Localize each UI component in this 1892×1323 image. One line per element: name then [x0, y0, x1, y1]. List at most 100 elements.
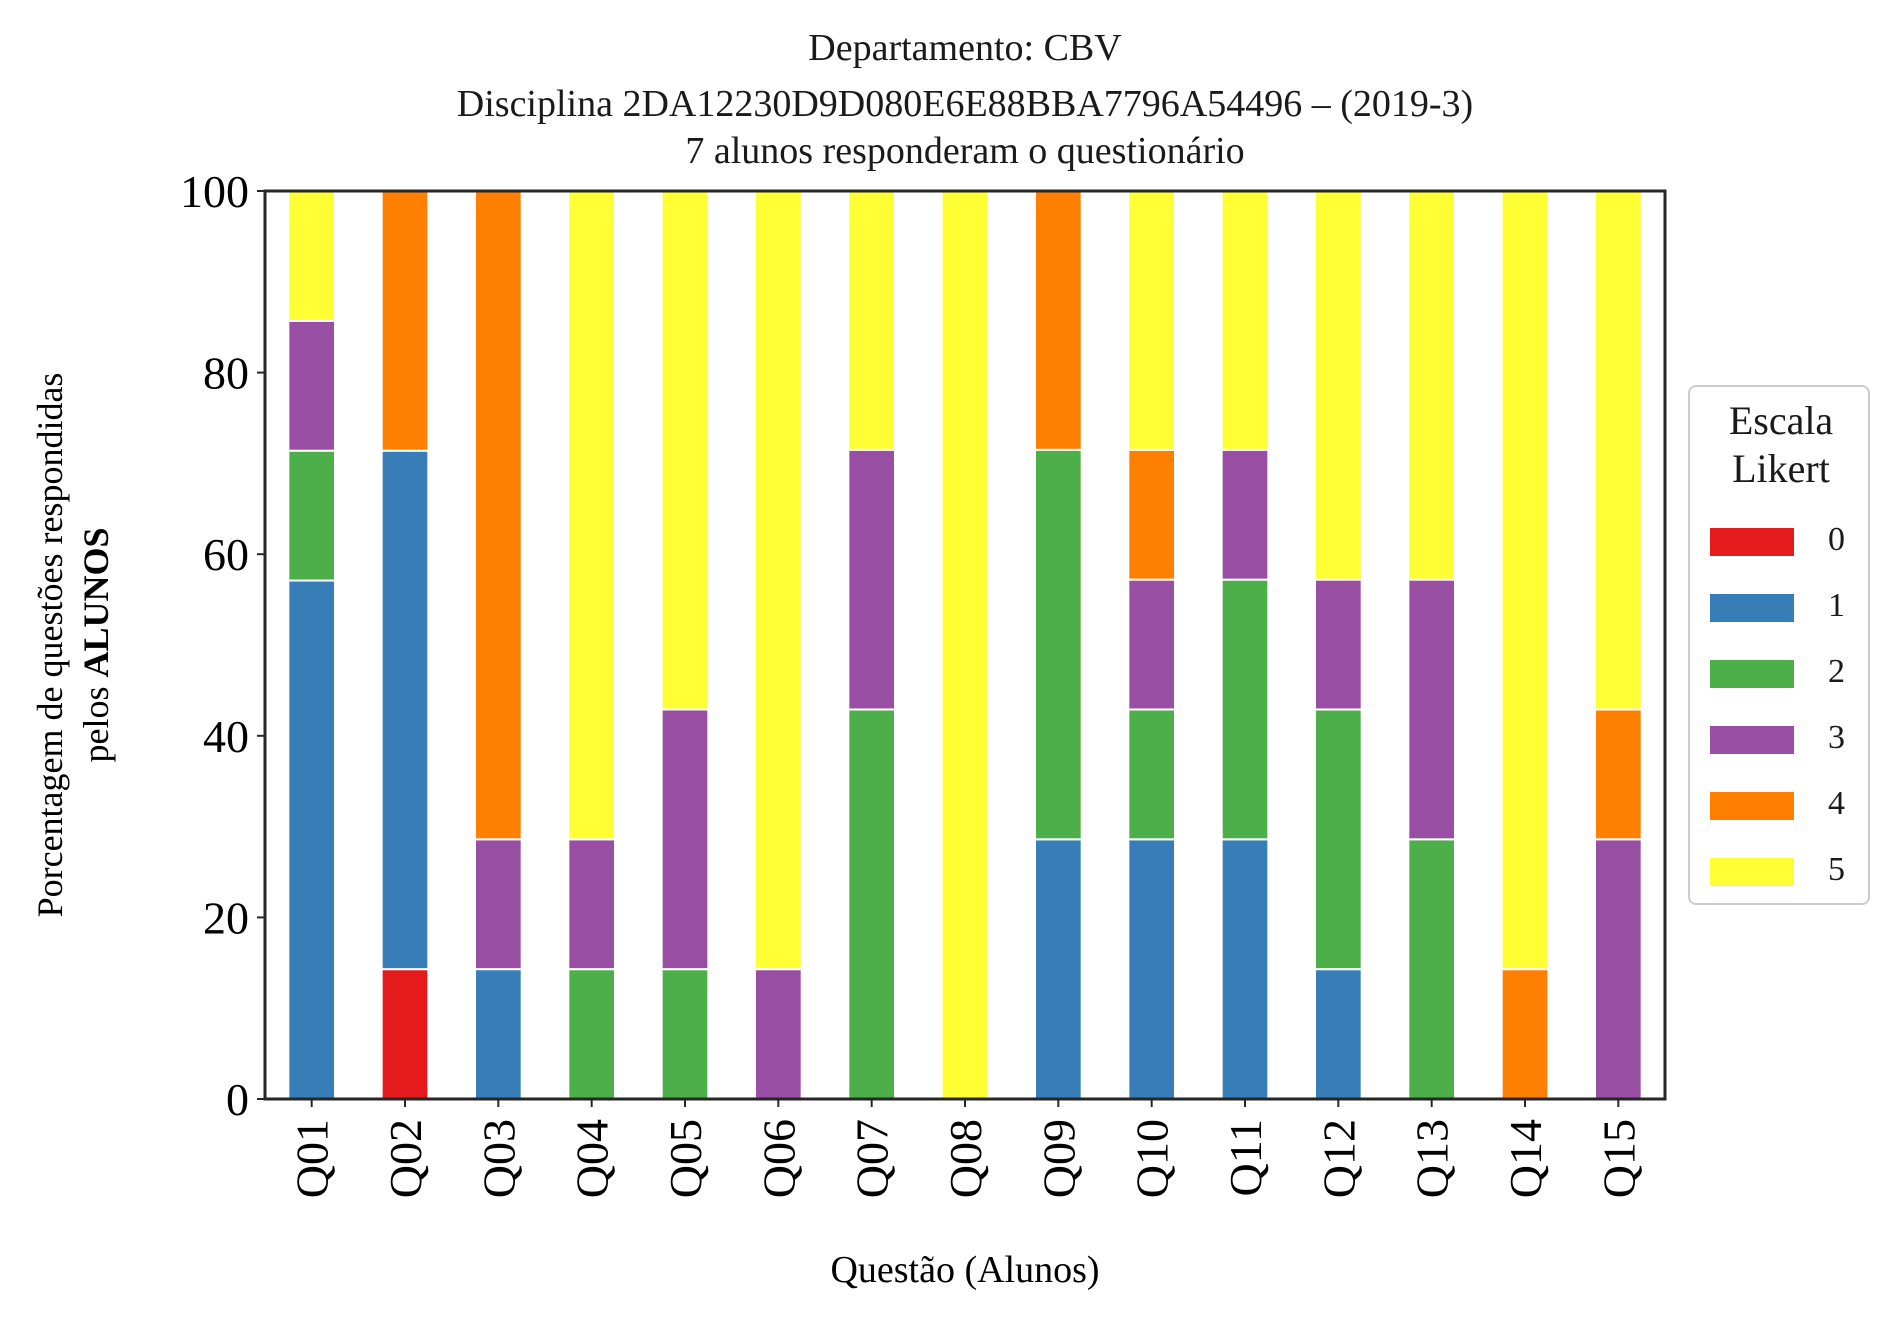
bar-q15-likert-4: [1594, 708, 1643, 841]
y-tick-label: 80: [203, 348, 249, 399]
legend-swatch: [1710, 726, 1794, 754]
bar-q06-likert-5: [754, 190, 803, 971]
bar-q02-likert-1: [380, 449, 430, 971]
y-axis-label-bold: ALUNOS: [76, 527, 116, 677]
legend-swatch: [1710, 528, 1794, 556]
bar-q12-likert-3: [1314, 578, 1363, 711]
x-tick-label-q10: Q10: [1127, 1119, 1178, 1198]
x-tick-label-q09: Q09: [1033, 1119, 1084, 1198]
bar-q05-likert-3: [660, 708, 710, 971]
legend-item-5: 5: [1710, 850, 1860, 890]
bar-q13-likert-2: [1407, 838, 1457, 1100]
y-tick-label: 100: [180, 166, 249, 217]
bar-q11-likert-1: [1220, 838, 1270, 1100]
legend-label: 4: [1828, 785, 1845, 822]
x-tick-label-q12: Q12: [1313, 1119, 1364, 1198]
bar-q10-likert-2: [1127, 708, 1177, 841]
x-tick-label-q05: Q05: [660, 1119, 711, 1198]
y-tick-label: 20: [203, 892, 249, 943]
bar-q09-likert-2: [1034, 448, 1083, 841]
legend-item-0: 0: [1710, 520, 1860, 560]
bar-q01-likert-1: [287, 579, 337, 1100]
bar-q01-likert-3: [287, 319, 337, 452]
legend-title-line-1: Escala: [1728, 398, 1834, 443]
bar-q09-likert-1: [1034, 838, 1083, 1100]
x-tick-label-q07: Q07: [847, 1119, 898, 1198]
bar-q11-likert-2: [1220, 578, 1270, 841]
bar-q01-likert-5: [287, 190, 337, 322]
x-ticks-group: Q01 Q02 Q03 Q04 Q05 Q06 Q07 Q08 Q09 Q10 Q11 Q12 Q13 Q…: [287, 1099, 1644, 1198]
x-tick-label-q11: Q11: [1220, 1119, 1271, 1197]
bar-q07-likert-5: [847, 189, 896, 451]
legend-title-line-2: Likert: [1732, 446, 1830, 491]
bar-q10-likert-5: [1127, 189, 1177, 451]
bar-q03-likert-4: [474, 190, 523, 841]
bar-q04-likert-2: [567, 968, 616, 1100]
legend-swatch: [1710, 660, 1794, 688]
legend-item-2: 2: [1710, 652, 1860, 692]
bar-q04-likert-3: [567, 838, 616, 971]
y-ticks-group: 0 20 40 60 80 100: [180, 166, 265, 1125]
bar-q03-likert-3: [474, 838, 523, 971]
bar-q15-likert-5: [1594, 190, 1643, 711]
x-tick-label-q08: Q08: [940, 1119, 991, 1198]
legend-label: 1: [1828, 587, 1845, 624]
bar-q01-likert-2: [287, 449, 337, 582]
bar-q11-likert-5: [1220, 189, 1270, 451]
bar-q11-likert-3: [1220, 448, 1270, 581]
x-tick-label-q04: Q04: [567, 1119, 618, 1198]
x-tick-label-q13: Q13: [1407, 1119, 1458, 1198]
bar-q10-likert-1: [1127, 838, 1177, 1100]
x-tick-label-q06: Q06: [753, 1119, 804, 1198]
chart-title-line-1: Departamento: CBV: [808, 27, 1122, 69]
x-axis-label: Questão (Alunos): [830, 1249, 1099, 1291]
legend-label: 2: [1828, 653, 1845, 690]
y-tick-label: 60: [203, 529, 249, 580]
legend-label: 0: [1828, 521, 1845, 558]
bar-q08-likert-5: [940, 190, 990, 1100]
legend-item-1: 1: [1710, 586, 1860, 626]
legend-swatch: [1710, 792, 1794, 820]
chart-title-line-2: Disciplina 2DA12230D9D080E6E88BBA7796A54…: [456, 83, 1474, 125]
bar-q04-likert-5: [567, 190, 616, 841]
bar-q12-likert-1: [1314, 968, 1363, 1100]
bar-q10-likert-3: [1127, 578, 1177, 711]
bar-q05-likert-2: [660, 968, 710, 1100]
bar-q03-likert-1: [474, 968, 523, 1100]
chart-title-line-3: 7 alunos responderam o questionário: [685, 130, 1245, 172]
bar-q07-likert-3: [847, 448, 896, 711]
bar-q15-likert-3: [1594, 838, 1643, 1100]
bar-q13-likert-5: [1407, 189, 1457, 581]
y-axis-label-prefix: pelos: [76, 678, 116, 763]
y-axis-label-line-1: Porcentagem de questões respondidas: [30, 373, 70, 918]
bar-q12-likert-5: [1314, 189, 1363, 581]
bar-q14-likert-4: [1500, 968, 1550, 1100]
bar-q02-likert-4: [380, 190, 430, 452]
bar-q02-likert-0: [380, 968, 430, 1100]
bar-q10-likert-4: [1127, 448, 1177, 581]
legend: Escala Likert 0 1 2 3 4 5: [1688, 385, 1870, 905]
y-tick-label: 0: [226, 1074, 249, 1125]
bar-q07-likert-2: [847, 708, 896, 1101]
bar-q13-likert-3: [1407, 578, 1457, 841]
legend-label: 3: [1828, 719, 1845, 756]
legend-swatch: [1710, 858, 1794, 886]
x-tick-label-q03: Q03: [473, 1119, 524, 1198]
legend-label: 5: [1828, 851, 1845, 888]
legend-swatch: [1710, 594, 1794, 622]
bar-q14-likert-5: [1500, 190, 1550, 971]
x-tick-label-q01: Q01: [287, 1119, 338, 1198]
legend-item-4: 4: [1710, 784, 1860, 824]
x-tick-label-q14: Q14: [1500, 1119, 1551, 1198]
bar-q09-likert-4: [1034, 189, 1083, 451]
bar-q12-likert-2: [1314, 708, 1363, 971]
y-tick-label: 40: [203, 711, 249, 762]
x-tick-label-q15: Q15: [1593, 1119, 1644, 1198]
x-tick-label-q02: Q02: [380, 1119, 431, 1198]
y-axis-label-line-2: pelos ALUNOS: [76, 527, 116, 762]
legend-item-3: 3: [1710, 718, 1860, 758]
bar-q05-likert-5: [660, 190, 710, 711]
bars-group: [287, 189, 1643, 1101]
bar-q06-likert-3: [754, 968, 803, 1100]
